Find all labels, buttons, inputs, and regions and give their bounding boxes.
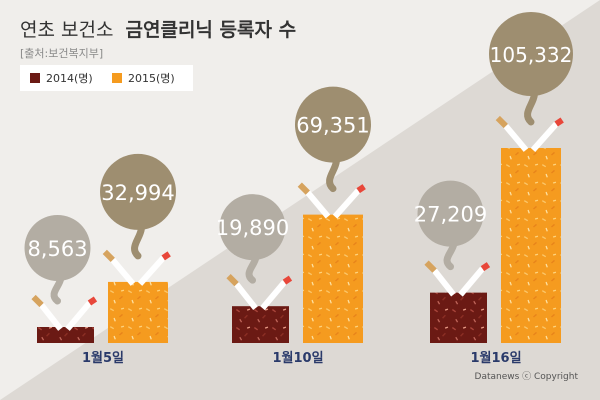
bar-2014-2 [430,292,487,343]
title-bold: 금연클리닉 등록자 수 [126,19,297,41]
cigarette-icon-2014-1-part [226,274,239,287]
cigarette-icon-2015-0-part [102,249,115,263]
cigarette-icon-2014-0-part [87,296,98,306]
cigarette-icon-2015-2 [495,115,564,152]
cigarette-icon-2014-0-part [31,294,44,308]
page-title: 연초 보건소 금연클리닉 등록자 수 [20,19,296,41]
cigarette-icon-2014-2-part [480,262,491,272]
data-label-2015-2: 105,332 [490,43,573,67]
cigarette-icon-2015-0-part [137,255,166,286]
cigarette-icon-2015-0-part [110,257,136,286]
legend: 2014(명) 2015(명) [20,65,193,91]
data-label-2015-1: 69,351 [296,114,369,138]
cigarette-icon-2014-2-part [424,260,437,273]
bar-2014-1 [232,306,289,343]
value-bubble-2014-2 [417,180,484,247]
cigarette-icon-2014-1-part [282,275,293,285]
cigarette-icon-2014-2-part [432,268,456,297]
legend-label-2014: 2014(명) [46,72,93,85]
chart-marks: 8,563 32,994 1월5일 19,890 69,351 1월10일 27,209 10… [24,12,573,366]
cigarette-icon-2015-2-part [554,117,564,127]
cigarette-icon-2014-0-part [39,303,63,331]
legend-swatch-2015 [112,73,122,83]
source-note: [출처:보건복지부] [20,47,103,60]
legend-swatch-2014 [30,73,40,83]
cigarette-icon-2015-2-part [503,124,529,152]
cigarette-icon-2015-0 [102,249,171,286]
value-bubble-2015-0 [100,153,176,230]
category-label-0: 1월5일 [82,350,124,366]
cigarette-icon-2015-1-part [305,190,331,219]
bar-2015-1 [303,214,363,343]
category-label-1: 1월10일 [272,350,323,366]
cigarette-icon-2015-1-part [297,182,310,195]
cigarette-icon-2014-1 [226,274,293,311]
data-label-2015-0: 32,994 [101,181,174,205]
cigarette-icon-2014-1-part [260,280,287,311]
legend-label-2015: 2015(명) [128,72,175,85]
cigarette-icon-2014-2 [424,260,491,297]
cigarette-icon-2015-2-part [495,115,508,129]
cigarette-icon-2015-0-part [161,251,171,261]
category-label-2: 1월16일 [470,350,521,366]
bar-2015-2 [501,148,561,343]
bar-2015-0 [108,281,168,343]
value-bubble-2015-2 [489,12,573,96]
value-bubble-2015-1 [295,86,371,163]
data-label-2014-1: 19,890 [216,216,289,240]
cigarette-icon-2014-2-part [458,266,485,297]
cigarette-icon-2015-2-part [530,122,559,152]
title-light: 연초 보건소 [20,19,113,41]
cigarette-icon-2015-1-part [356,184,366,194]
legend-box [20,65,193,91]
cigarette-icon-2014-0 [31,294,98,331]
cigarette-icon-2015-1 [297,182,366,219]
data-label-2014-0: 8,563 [27,237,87,261]
data-label-2014-2: 27,209 [414,203,487,227]
cigarette-icon-2014-1-part [234,282,258,311]
cigarette-icon-2014-0-part [65,301,92,331]
bar-2014-0 [37,327,94,343]
credit-text: Datanews ⓒ Copyright [475,371,579,382]
cigarette-icon-2015-1-part [332,188,361,219]
value-bubble-2014-0 [24,215,91,281]
value-bubble-2014-1 [219,194,286,261]
